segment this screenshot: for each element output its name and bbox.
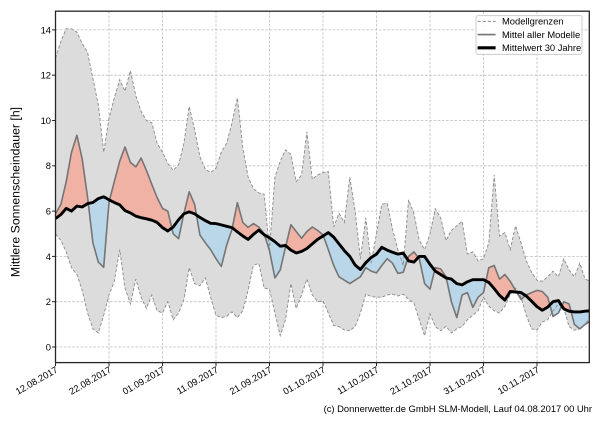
svg-text:Mittelwert 30 Jahre: Mittelwert 30 Jahre (502, 42, 581, 53)
svg-text:6: 6 (46, 206, 51, 217)
svg-text:2: 2 (46, 296, 51, 307)
svg-text:8: 8 (46, 160, 51, 171)
svg-text:10: 10 (41, 115, 51, 126)
svg-text:Mittel aller Modelle: Mittel aller Modelle (502, 29, 580, 40)
svg-text:(c) Donnerwetter.de GmbH SLM-M: (c) Donnerwetter.de GmbH SLM-Modell, Lau… (324, 403, 592, 414)
svg-text:4: 4 (46, 251, 51, 262)
svg-text:14: 14 (41, 24, 51, 35)
svg-text:0: 0 (46, 341, 51, 352)
svg-text:12: 12 (41, 70, 51, 81)
svg-text:Mittlere Sonnenscheindauer [h]: Mittlere Sonnenscheindauer [h] (9, 107, 23, 277)
svg-text:Modellgrenzen: Modellgrenzen (502, 16, 564, 27)
